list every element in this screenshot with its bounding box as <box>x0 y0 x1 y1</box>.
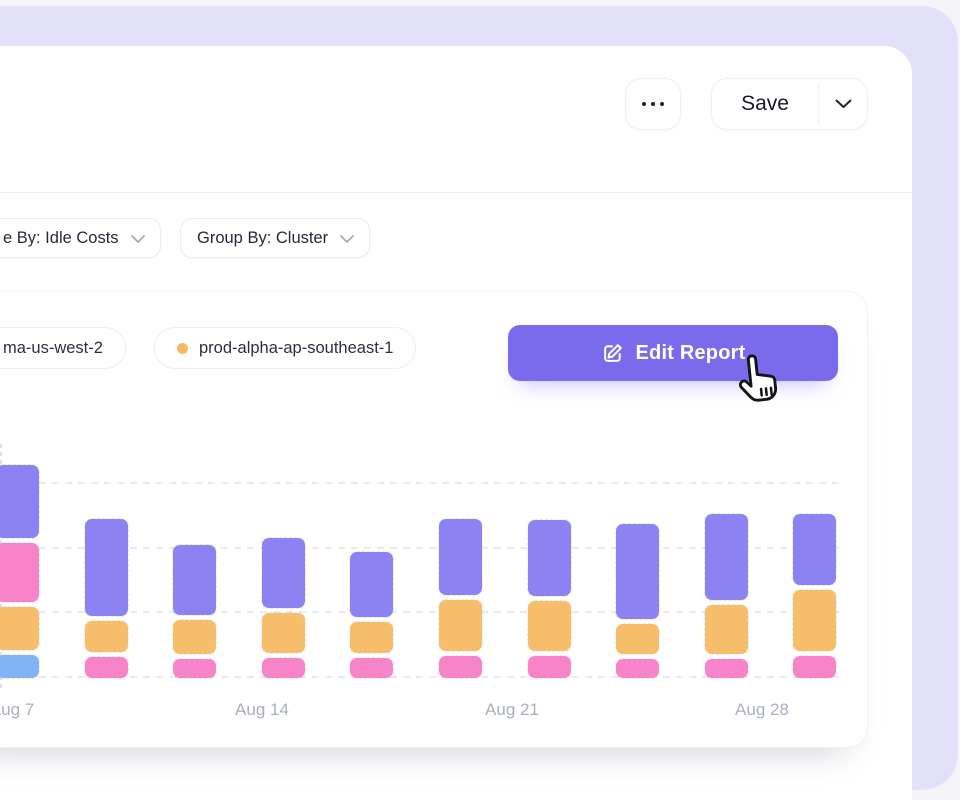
bar-segment-pink[interactable] <box>83 656 129 679</box>
save-divider <box>818 85 819 123</box>
legend-chip-us-west-2[interactable]: ma-us-west-2 <box>0 327 126 369</box>
pencil-square-icon <box>603 343 622 362</box>
gridline <box>0 676 845 678</box>
bar-segment-purple[interactable] <box>792 513 838 586</box>
bar-segment-purple[interactable] <box>0 464 40 539</box>
bar-segment-pink[interactable] <box>349 657 395 679</box>
bar-segment-orange[interactable] <box>438 599 483 652</box>
bar-segment-orange[interactable] <box>615 623 661 655</box>
bar-segment-blue[interactable] <box>0 654 40 679</box>
bar-segment-orange[interactable] <box>703 604 749 655</box>
bar-segment-orange[interactable] <box>260 612 306 654</box>
chevron-down-icon <box>130 235 145 243</box>
bar-segment-orange[interactable] <box>172 619 218 655</box>
bar-segment-purple[interactable] <box>526 519 572 597</box>
bar-segment-orange[interactable] <box>349 621 395 654</box>
bar-segment-purple[interactable] <box>83 518 129 617</box>
chevron-down-icon <box>835 99 851 108</box>
bar-segment-pink[interactable] <box>172 658 218 679</box>
legend-chip-prod-alpha-ap-southeast-1[interactable]: prod-alpha-ap-southeast-1 <box>154 327 417 369</box>
bar-segment-purple[interactable] <box>438 518 483 596</box>
x-tick-label: Aug 14 <box>235 700 289 719</box>
bar-segment-pink[interactable] <box>703 658 749 679</box>
bar-segment-pink[interactable] <box>526 655 572 679</box>
header-divider <box>0 192 912 193</box>
ellipsis-icon <box>651 102 655 106</box>
legend-label: prod-alpha-ap-southeast-1 <box>199 338 394 357</box>
edit-report-label: Edit Report <box>635 341 746 364</box>
bar-segment-orange[interactable] <box>792 589 838 652</box>
bar-segment-purple[interactable] <box>172 544 218 616</box>
bar-segment-orange[interactable] <box>0 606 40 651</box>
chevron-down-icon <box>340 235 355 243</box>
x-tick-label: Aug 21 <box>485 700 539 719</box>
x-tick-label: Aug 7 <box>0 700 35 719</box>
filter-label: e By: Idle Costs <box>3 228 119 247</box>
filter-dropdown-size-by[interactable]: e By: Idle Costs <box>0 218 161 258</box>
bar-segment-orange[interactable] <box>83 620 129 653</box>
gridline <box>0 547 845 549</box>
save-button[interactable]: Save <box>712 79 818 129</box>
bar-segment-pink[interactable] <box>0 542 40 603</box>
save-dropdown-button[interactable] <box>819 79 867 129</box>
filter-dropdown-group-by[interactable]: Group By: Cluster <box>180 218 371 258</box>
edit-report-button[interactable]: Edit Report <box>508 325 838 381</box>
bar-segment-pink[interactable] <box>438 655 483 679</box>
bar-segment-purple[interactable] <box>260 537 306 609</box>
legend-label: ma-us-west-2 <box>3 338 103 357</box>
bar-segment-pink[interactable] <box>260 657 306 679</box>
bar-segment-purple[interactable] <box>615 523 661 620</box>
ellipsis-icon <box>660 102 664 106</box>
x-tick-label: Aug 28 <box>735 700 789 719</box>
gridline <box>0 482 845 484</box>
legend-dot-icon <box>177 342 188 354</box>
save-split-button: Save <box>711 78 868 130</box>
bar-segment-purple[interactable] <box>703 513 749 601</box>
filter-label: Group By: Cluster <box>197 228 329 247</box>
bar-segment-pink[interactable] <box>615 658 661 679</box>
gridline <box>0 611 845 613</box>
bar-segment-purple[interactable] <box>349 551 395 618</box>
bar-segment-orange[interactable] <box>526 600 572 652</box>
ellipsis-icon <box>642 102 646 106</box>
more-options-button[interactable] <box>625 78 681 130</box>
bar-segment-pink[interactable] <box>792 655 838 679</box>
